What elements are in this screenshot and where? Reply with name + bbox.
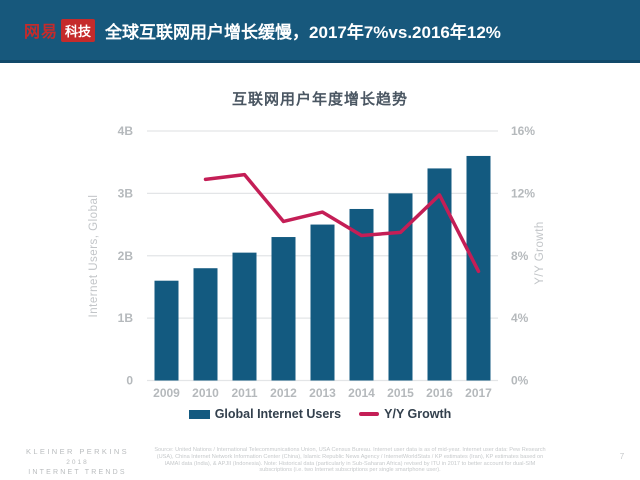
article-title: 全球互联网用户增长缓慢，2017年7%vs.2016年12% <box>105 22 501 42</box>
page-number: 7 <box>619 452 625 461</box>
netease-logo-text: 网易 <box>24 24 59 41</box>
source-note: Source: United Nations / International T… <box>154 447 546 474</box>
tech-logo-badge: 科技 <box>61 18 96 42</box>
x-axis-label: 2011 <box>231 386 257 400</box>
x-axis-label: 2010 <box>192 386 219 400</box>
x-axis-label: 2013 <box>309 386 336 400</box>
chart-title: 互联网用户年度增长趋势 <box>231 91 408 108</box>
legend-item-line: Y/Y Growth <box>359 407 451 421</box>
brand-line-2: 2018 <box>66 459 89 466</box>
x-axis-label: 2016 <box>426 386 453 400</box>
right-axis-title: Y/Y Growth <box>534 221 546 285</box>
legend-label-bars: Global Internet Users <box>214 407 342 421</box>
growth-line <box>203 172 481 274</box>
bar-2011 <box>232 252 257 381</box>
bar-2010 <box>193 268 218 381</box>
bar-2009 <box>154 280 179 381</box>
left-axis-tick: 2B <box>118 249 134 263</box>
right-axis-tick: 8% <box>511 249 529 263</box>
netease-tech-logo[interactable]: 网易 科技 <box>24 18 96 42</box>
left-axis-tick: 3B <box>118 186 134 200</box>
x-axis-label: 2015 <box>387 386 414 400</box>
kleiner-perkins-brand: KLEINER PERKINS 2018 INTERNET TRENDS <box>5 447 150 476</box>
bar-2016 <box>427 168 452 381</box>
right-axis-tick: 12% <box>511 186 535 200</box>
left-axis-tick: 1B <box>118 311 134 325</box>
header-bar: 网易 科技 全球互联网用户增长缓慢，2017年7%vs.2016年12% <box>0 0 640 63</box>
left-axis-title: Internet Users, Global <box>88 195 100 318</box>
bar-2015 <box>388 193 413 381</box>
x-axis-label: 2017 <box>465 386 492 400</box>
x-axis-label: 2009 <box>153 386 180 400</box>
bar-2013 <box>310 224 335 381</box>
left-axis-tick: 0 <box>126 374 133 388</box>
brand-line-1: KLEINER PERKINS <box>25 447 130 456</box>
legend-item-bars: Global Internet Users <box>188 407 342 421</box>
bar-series-swatch <box>188 409 210 419</box>
right-axis-tick: 16% <box>511 124 535 138</box>
x-axis-label: 2014 <box>348 386 375 400</box>
left-axis-tick: 4B <box>118 124 134 138</box>
brand-line-3: INTERNET TRENDS <box>28 469 127 476</box>
right-axis-tick: 0% <box>511 374 529 388</box>
right-axis-tick: 4% <box>511 311 529 325</box>
bar-2012 <box>271 237 296 381</box>
x-axis-label: 2012 <box>270 386 297 400</box>
line-series-swatch <box>359 412 380 416</box>
legend-label-line: Y/Y Growth <box>384 407 452 421</box>
chart-legend: Global Internet Users Y/Y Growth <box>0 404 640 424</box>
bar-2014 <box>349 208 374 381</box>
